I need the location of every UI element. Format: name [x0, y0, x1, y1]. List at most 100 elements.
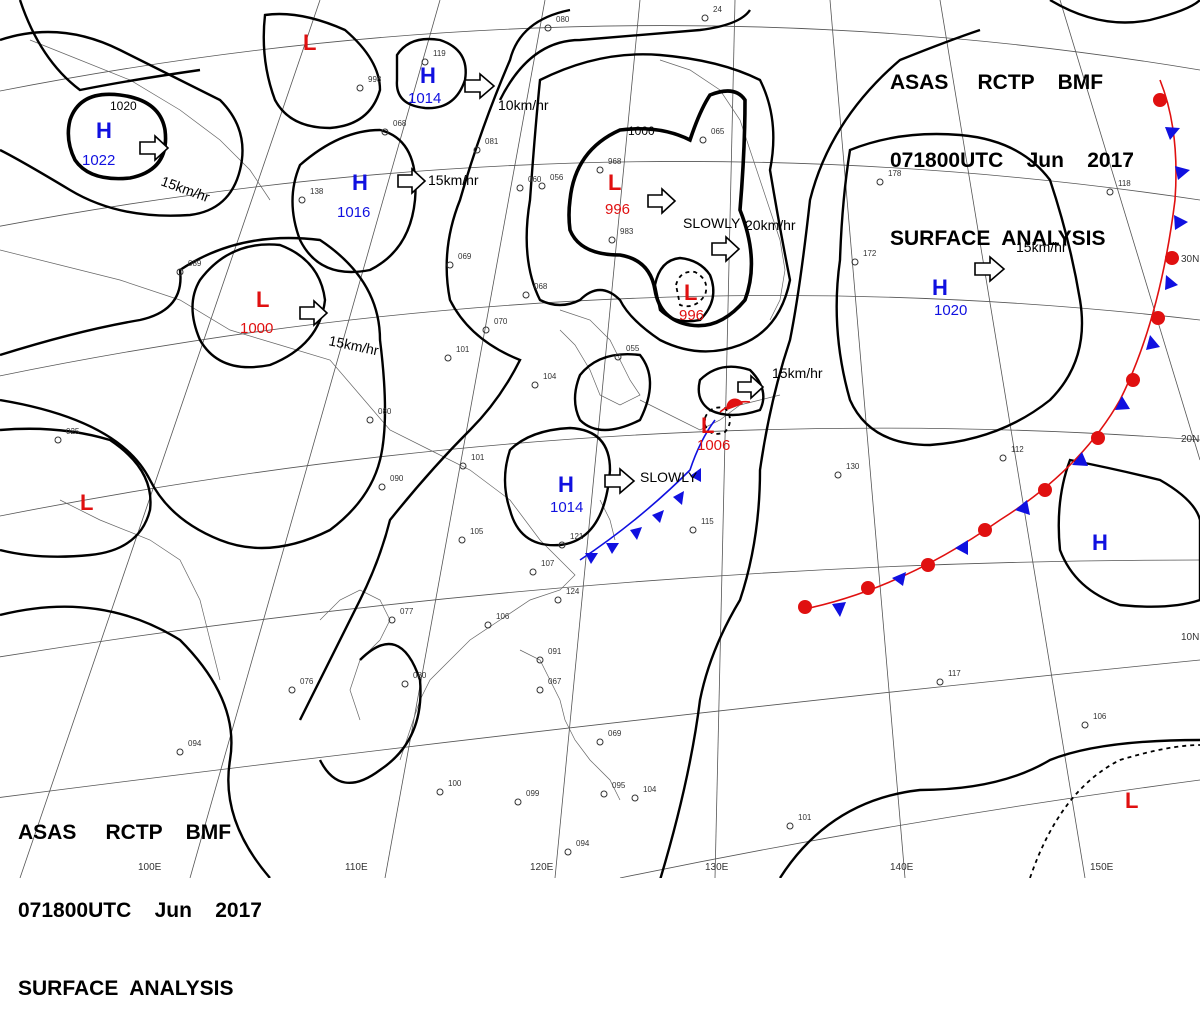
motion-speed-label: 15km/hr — [1016, 239, 1067, 255]
motion-speed-label: SLOWLY — [640, 469, 698, 485]
station-value: 067 — [548, 677, 562, 686]
high-center-value: 1014 — [408, 90, 441, 107]
longitude-label: 120E — [530, 862, 554, 873]
low-center-symbol: L — [608, 170, 621, 195]
latitude-label: 20N — [1181, 434, 1199, 445]
station-value: 068 — [534, 282, 548, 291]
station-value: 095 — [612, 781, 626, 790]
station-value: 138 — [310, 187, 324, 196]
station-value: 076 — [300, 677, 314, 686]
motion-speed-label: 20km/hr — [745, 217, 796, 233]
station-value: 118 — [1118, 179, 1131, 188]
station-value: 056 — [550, 173, 564, 182]
low-center-symbol: L — [80, 490, 93, 515]
motion-speed-label: 15km/hr — [772, 365, 823, 381]
station-value: 080 — [378, 407, 392, 416]
weather-map: H 1022 H 1016 H 1014 H 1014 H 1020 H L L… — [0, 0, 1200, 878]
station-value: 106 — [1093, 712, 1107, 721]
station-value: 101 — [798, 813, 812, 822]
station-value: 107 — [541, 559, 555, 568]
low-center-value: 996 — [605, 201, 630, 218]
high-center-symbol: H — [96, 118, 112, 143]
station-value: 104 — [543, 372, 557, 381]
footer-line-3: SURFACE ANALYSIS — [18, 977, 234, 1000]
station-value: 069 — [458, 252, 472, 261]
chart-footer: ASAS RCTP BMF 071800UTC Jun 2017 SURFACE… — [18, 768, 262, 1028]
station-value: 080 — [413, 671, 427, 680]
station-value: 094 — [576, 839, 590, 848]
station-value: 968 — [608, 157, 622, 166]
station-value: 119 — [433, 49, 446, 58]
station-value: 101 — [471, 453, 485, 462]
high-center-symbol: H — [352, 170, 368, 195]
footer-line-2: 071800UTC Jun 2017 — [18, 899, 262, 922]
header-line-1: ASAS RCTP BMF — [890, 71, 1104, 94]
station-value: 091 — [548, 647, 562, 656]
longitude-label: 150E — [1090, 862, 1114, 873]
station-value: 090 — [390, 474, 404, 483]
low-center-symbol: L — [1125, 788, 1138, 813]
latitude-label: 30N — [1181, 254, 1199, 265]
low-center-symbol: L — [701, 413, 714, 438]
station-value: 025 — [66, 427, 80, 436]
low-center-value: 996 — [679, 307, 704, 324]
station-value: 117 — [948, 669, 961, 678]
low-center-value: 1006 — [697, 437, 730, 454]
isobar-labels: 1020 1000 — [110, 99, 655, 138]
station-value: 101 — [456, 345, 470, 354]
low-center-value: 1000 — [240, 320, 273, 337]
footer-line-1: ASAS RCTP BMF — [18, 821, 232, 844]
station-value: 121 — [570, 532, 584, 541]
high-center-symbol: H — [1092, 530, 1108, 555]
station-value: 068 — [393, 119, 407, 128]
isobars — [0, 0, 1200, 878]
station-value: 172 — [863, 249, 877, 258]
cold-front — [579, 419, 716, 564]
station-value: 081 — [485, 137, 499, 146]
low-center-symbol: L — [303, 30, 316, 55]
header-line-3: SURFACE ANALYSIS — [890, 227, 1106, 250]
high-center-value: 1020 — [934, 302, 967, 319]
longitude-label: 110E — [345, 862, 368, 873]
high-center-value: 1022 — [82, 152, 115, 169]
high-center-value: 1014 — [550, 499, 583, 516]
station-value: 100 — [448, 779, 462, 788]
station-value: 089 — [188, 259, 202, 268]
motion-speed-label: 10km/hr — [498, 97, 549, 113]
station-plots: 080 24 998 119 081 068 060 138 065 056 9… — [54, 5, 1131, 856]
station-value: 055 — [626, 344, 640, 353]
station-value: 099 — [526, 789, 540, 798]
high-center-symbol: H — [420, 63, 436, 88]
station-value: 106 — [496, 612, 510, 621]
isobar-value: 1000 — [628, 124, 655, 138]
high-center-symbol: H — [558, 472, 574, 497]
station-value: 998 — [368, 75, 382, 84]
coordinate-labels: 30N 20N 10N 100E 110E 120E 130E 140E 150… — [138, 254, 1199, 873]
motion-speed-label: SLOWLY — [683, 215, 741, 231]
isobar-value: 1020 — [110, 99, 137, 113]
station-value: 104 — [643, 785, 657, 794]
station-value: 065 — [711, 127, 725, 136]
station-value: 130 — [846, 462, 860, 471]
chart-header: ASAS RCTP BMF 071800UTC Jun 2017 SURFACE… — [890, 18, 1134, 278]
stationary-front — [719, 79, 1190, 617]
latitude-label: 10N — [1181, 632, 1199, 643]
station-value: 115 — [701, 517, 714, 526]
pressure-centers: H 1022 H 1016 H 1014 H 1014 H 1020 H L L… — [80, 30, 1138, 813]
low-center-symbol: L — [256, 287, 269, 312]
low-center-symbol: L — [684, 280, 697, 305]
station-value: 24 — [713, 5, 722, 14]
motion-arrows — [139, 72, 1006, 495]
high-center-symbol: H — [932, 275, 948, 300]
high-center-value: 1016 — [337, 204, 370, 221]
station-value: 124 — [566, 587, 580, 596]
longitude-label: 130E — [705, 862, 729, 873]
station-value: 060 — [528, 175, 542, 184]
motion-speed-label: 15km/hr — [428, 172, 479, 188]
dashed-lines — [675, 270, 1200, 878]
station-value: 112 — [1011, 445, 1024, 454]
station-value: 178 — [888, 169, 902, 178]
coastlines — [0, 39, 786, 801]
station-value: 983 — [620, 227, 634, 236]
longitude-label: 100E — [138, 862, 162, 873]
